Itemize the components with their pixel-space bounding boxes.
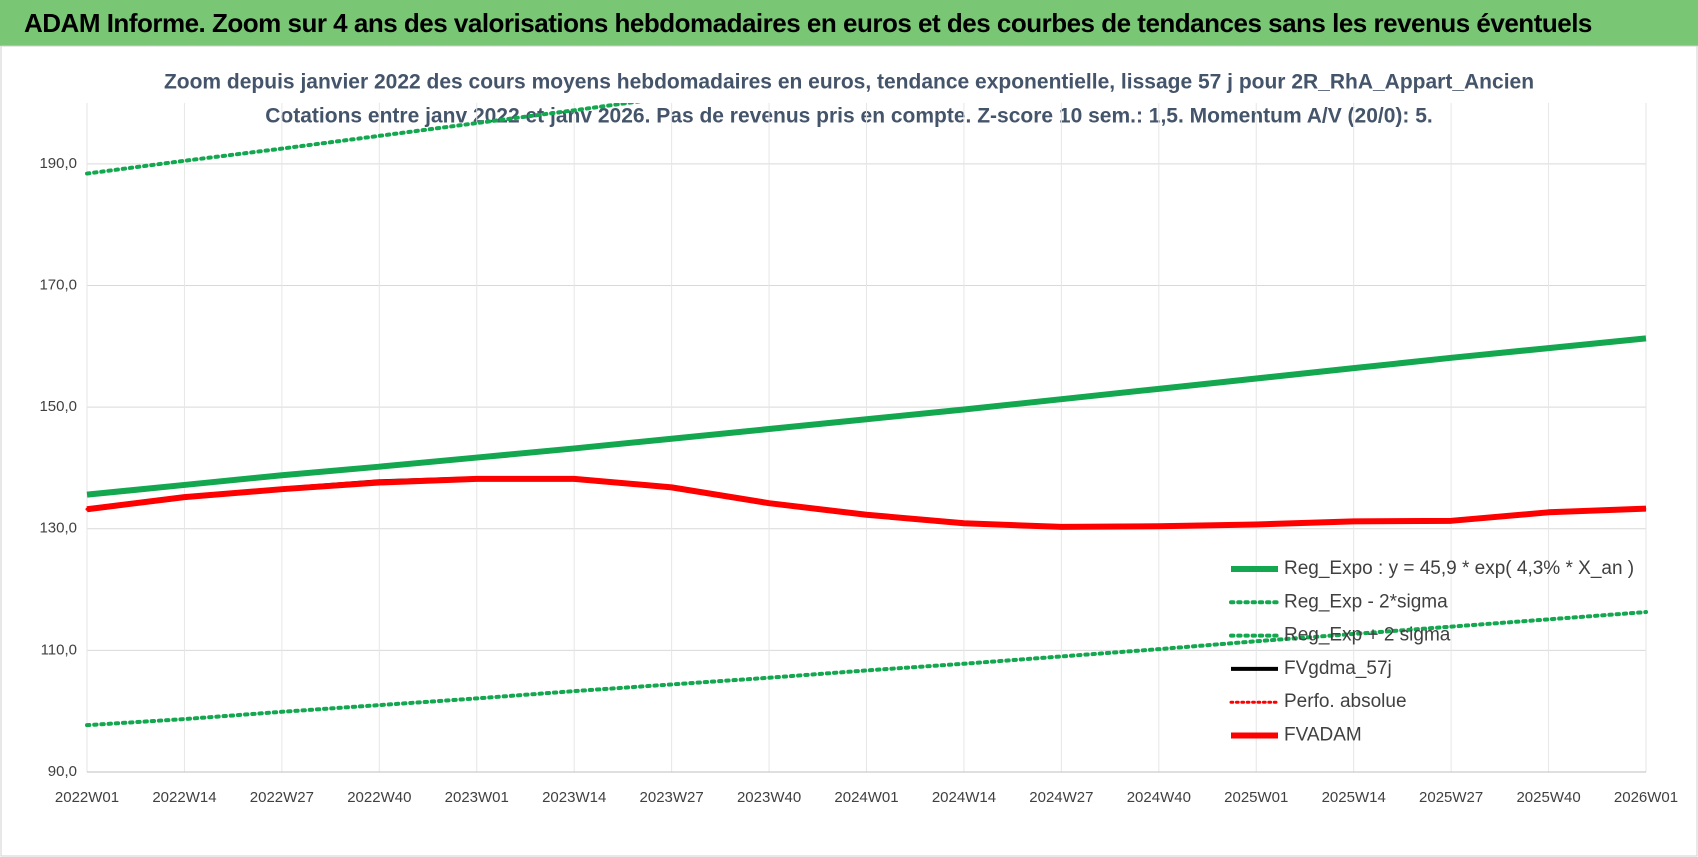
x-tick-label: 2023W14 <box>542 789 606 806</box>
x-tick-label: 2024W27 <box>1029 789 1093 806</box>
header: ADAM Informe. Zoom sur 4 ans des valoris… <box>0 0 1698 46</box>
y-tick-label: 150,0 <box>39 398 77 415</box>
y-tick-label: 130,0 <box>39 520 77 537</box>
x-tick-label: 2025W27 <box>1419 789 1483 806</box>
x-tick-label: 2022W40 <box>347 789 411 806</box>
plot-area <box>85 103 1648 728</box>
chart-title: Zoom depuis janvier 2022 des cours moyen… <box>164 71 1534 94</box>
x-tick-label: 2022W01 <box>55 789 119 806</box>
x-tick-label: 2025W01 <box>1224 789 1288 806</box>
x-tick-label: 2024W01 <box>834 789 898 806</box>
legend-label: FVADAM <box>1284 725 1362 746</box>
x-tick-label: 2025W14 <box>1322 789 1386 806</box>
x-tick-label: 2026W01 <box>1614 789 1678 806</box>
legend-label: Reg_Expo : y = 45,9 * exp( 4,3% * X_an ) <box>1284 558 1634 579</box>
legend-label: FVgdma_57j <box>1284 658 1392 679</box>
series-line <box>85 610 1648 728</box>
header-title: ADAM Informe. Zoom sur 4 ans des valoris… <box>24 8 1592 38</box>
y-tick-label: 90,0 <box>48 763 77 780</box>
x-tick-label: 2022W27 <box>250 789 314 806</box>
x-tick-label: 2025W40 <box>1516 789 1580 806</box>
y-tick-label: 190,0 <box>39 155 77 172</box>
series-line <box>86 475 1647 530</box>
legend-label: Reg_Exp + 2 sigma <box>1284 625 1451 646</box>
x-tick-label: 2023W01 <box>445 789 509 806</box>
legend-label: Perfo. absolue <box>1284 691 1407 712</box>
x-tick-label: 2023W40 <box>737 789 801 806</box>
x-tick-label: 2023W27 <box>640 789 704 806</box>
chart-frame <box>0 45 1698 857</box>
legend-label: Reg_Exp - 2*sigma <box>1284 591 1448 612</box>
x-tick-label: 2024W14 <box>932 789 996 806</box>
series-line <box>85 103 643 176</box>
x-tick-label: 2022W14 <box>152 789 216 806</box>
chart-subtitle: Cotations entre janv 2022 et janv 2026. … <box>265 105 1433 128</box>
y-tick-label: 110,0 <box>41 641 77 658</box>
series-line <box>86 335 1647 498</box>
x-tick-label: 2024W40 <box>1127 789 1191 806</box>
y-tick-label: 170,0 <box>39 276 77 293</box>
